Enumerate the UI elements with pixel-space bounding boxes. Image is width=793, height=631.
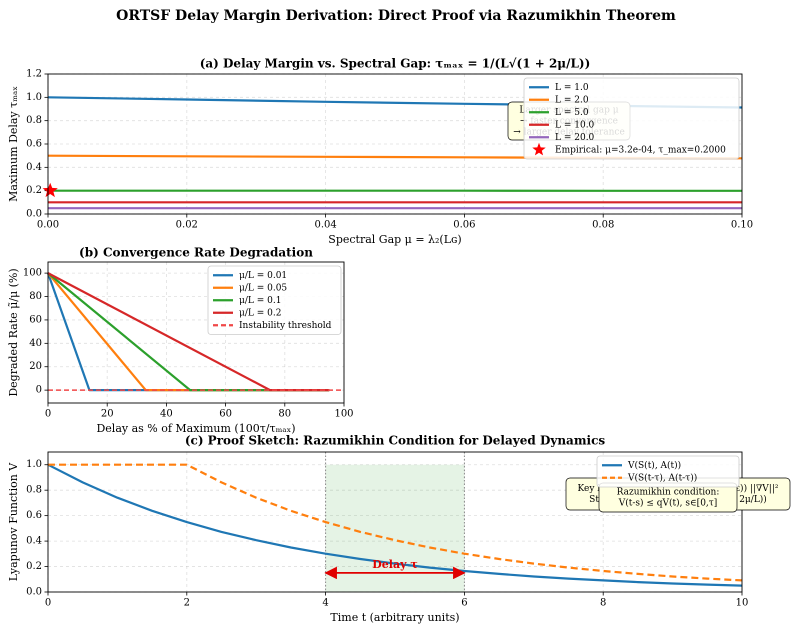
x-tick-label: 0.08: [592, 220, 614, 231]
y-tick-label: 1.0: [26, 92, 42, 103]
y-tick-label: 0.6: [26, 139, 42, 150]
legend-label: μ/L = 0.1: [239, 296, 281, 306]
y-tick-label: 0.4: [26, 162, 42, 173]
legend-box: [523, 77, 740, 160]
figure-title: ORTSF Delay Margin Derivation: Direct Pr…: [116, 8, 676, 24]
y-tick-label: 1.2: [26, 69, 42, 80]
x-tick-label: 60: [219, 409, 232, 420]
x-tick-label: 0.04: [314, 220, 336, 231]
legend-label: Instability threshold: [239, 321, 332, 331]
legend-label: Empirical: μ=3.2e-04, τ_max=0.2000: [555, 145, 726, 155]
subplot: 0.00 0.02 0.04 0.06 0.08 0.10 0.0 0.2 0.4 0.6 0.8 1…: [7, 57, 753, 247]
x-tick-label: 0: [45, 409, 51, 420]
x-tick-label: 6: [461, 598, 467, 609]
legend-box: [207, 265, 342, 335]
axes-frame: [47, 451, 743, 593]
y-tick-label: 0.8: [26, 485, 42, 496]
legend-label: L = 1.0: [555, 83, 589, 93]
y-tick-label: 20: [29, 361, 42, 372]
x-tick-label: 4: [322, 598, 328, 609]
axes-frame: [47, 73, 743, 215]
x-tick-label: 0.00: [37, 220, 59, 231]
legend-label: μ/L = 0.01: [239, 271, 287, 281]
x-tick-label: 20: [101, 409, 114, 420]
y-tick-label: 40: [29, 338, 42, 349]
empirical-point: [42, 182, 58, 198]
series-line: [47, 272, 330, 392]
y-tick-label: 0.2: [26, 561, 42, 572]
subplot: 0 20 40 60 80 100 0 20 40 60 80 100 (b) Convergence …: [7, 246, 354, 436]
y-tick-label: 60: [29, 314, 42, 325]
y-axis-label: Degraded Rate μ̃/μ (%): [7, 268, 20, 396]
y-tick-label: 1.0: [26, 459, 42, 470]
x-axis-label: Time t (arbitrary units): [330, 611, 459, 624]
legend-label: μ/L = 0.05: [239, 283, 287, 293]
x-tick-label: 10: [736, 598, 749, 609]
legend-label: L = 20.0: [555, 133, 595, 143]
subplot-title: (a) Delay Margin vs. Spectral Gap: τₘₐₓ …: [200, 57, 591, 71]
legend-label: L = 2.0: [555, 95, 589, 105]
x-tick-label: 0: [45, 598, 51, 609]
y-tick-label: 100: [23, 268, 42, 279]
x-tick-label: 0.06: [453, 220, 475, 231]
delay-label: Delay τ: [372, 558, 417, 571]
x-tick-label: 2: [184, 598, 190, 609]
y-tick-label: 0.0: [26, 209, 42, 220]
legend: L = 1.0 L = 2.0 L = 5.0 L = 10.0 L = 20.0 Emp…: [523, 77, 740, 160]
legend: μ/L = 0.01 μ/L = 0.05 μ/L = 0.1 μ/L = 0.2 In…: [207, 265, 342, 335]
y-tick-label: 0.6: [26, 510, 42, 521]
x-tick-label: 40: [160, 409, 173, 420]
y-tick-label: 0.8: [26, 115, 42, 126]
annotation-text: V(t-s) ≤ qV(t), s∈[0,τ]: [618, 498, 718, 509]
x-tick-label: 0.02: [176, 220, 198, 231]
y-tick-label: 0.0: [26, 587, 42, 598]
legend: V(S(t), A(t))V(S(t-τ), A(t-τ)): [596, 455, 740, 488]
x-axis-label: Delay as % of Maximum (100τ/τₘₐₓ): [96, 422, 295, 435]
x-axis-label: Spectral Gap μ = λ₂(Lɢ): [328, 233, 461, 246]
y-axis-label: Maximum Delay τₘₐₓ: [7, 86, 20, 202]
x-tick-label: 8: [600, 598, 606, 609]
subplot-title: (c) Proof Sketch: Razumikhin Condition f…: [185, 434, 606, 448]
subplot-title: (b) Convergence Rate Degradation: [79, 246, 313, 260]
y-axis-label: Lyapunov Function V: [7, 462, 20, 582]
legend-marker: [532, 142, 546, 156]
y-tick-label: 80: [29, 291, 42, 302]
legend-label: L = 5.0: [555, 108, 589, 118]
legend-label: V(S(t-τ), A(t-τ)): [627, 472, 697, 483]
axes-frame: [47, 261, 345, 404]
x-tick-label: 80: [278, 409, 291, 420]
legend-box: [596, 455, 740, 488]
y-tick-label: 0.2: [26, 185, 42, 196]
x-tick-label: 100: [334, 409, 353, 420]
legend-label: L = 10.0: [555, 120, 595, 130]
y-tick-label: 0: [36, 385, 42, 396]
legend-label: μ/L = 0.2: [239, 308, 281, 318]
series-line: [47, 463, 743, 587]
x-tick-label: 0.10: [731, 220, 753, 231]
annotation-text: Razumikhin condition:: [617, 488, 720, 498]
legend-label: V(S(t), A(t)): [627, 460, 681, 471]
y-tick-label: 0.4: [26, 536, 42, 547]
series-line: [48, 463, 743, 582]
